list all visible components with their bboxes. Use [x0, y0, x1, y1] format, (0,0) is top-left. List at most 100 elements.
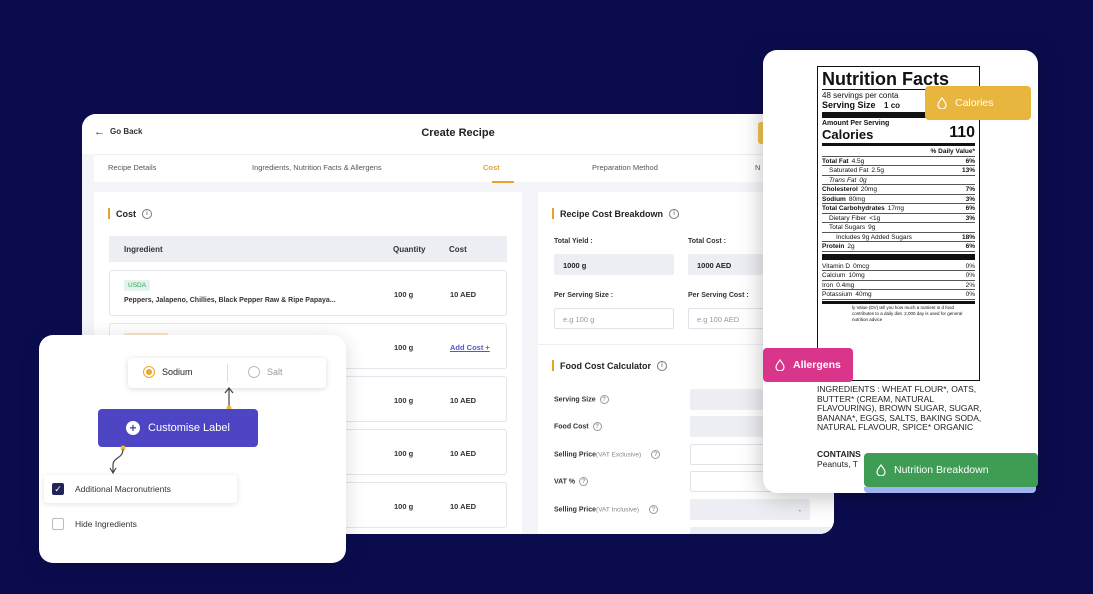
nutrient-row: Sodium 80mg 3%	[822, 195, 975, 204]
info-icon[interactable]: i	[657, 360, 668, 371]
total-yield-field[interactable]: 1000 g	[554, 254, 674, 275]
sodium-radio[interactable]: Sodium	[143, 366, 193, 378]
tab-recipe-details[interactable]: Recipe Details	[108, 163, 157, 172]
add-cost-link[interactable]: Add Cost +	[450, 343, 490, 352]
nutrient-label: Total Sugars	[829, 224, 866, 231]
go-back-link[interactable]: ← Go Back	[94, 125, 143, 138]
nutrient-amount: 2.5g	[871, 167, 885, 174]
vitamin-rows: Vitamin D 0mcg 0% Calcium 10mg 0% Iron 0.4mg 2% P…	[822, 262, 975, 300]
section-divider	[538, 344, 834, 345]
nutrient-label: Sodium	[822, 195, 846, 203]
recipe-tabs: Recipe Details Ingredients, Nutrition Fa…	[94, 154, 834, 183]
total-cost-label: Total Cost :	[688, 238, 726, 245]
vitamin-amount: 0mcg	[853, 262, 869, 270]
accent-strip	[864, 487, 1036, 493]
column-quantity: Quantity	[393, 245, 426, 254]
nutrition-breakdown-pill[interactable]: Nutrition Breakdown	[864, 453, 1038, 487]
cost-value: 10 AED	[450, 502, 476, 511]
checkmark-icon: ✓	[52, 483, 64, 495]
table-row: USDA Peppers, Jalapeno, Chillies, Black …	[109, 270, 507, 316]
radio-selected-icon	[143, 366, 155, 378]
amount-per-serving: Amount Per Serving	[822, 120, 890, 127]
vitamin-label: Potassium	[822, 291, 853, 298]
selling-price-inclusive-field[interactable]: -	[690, 499, 810, 520]
nutrient-label: Cholesterol	[822, 186, 858, 193]
nutrient-amount: 17mg	[887, 205, 904, 212]
daily-value-header: % Daily Value*	[822, 147, 975, 157]
vitamin-amount: 40mg	[855, 291, 872, 298]
nutrient-row: Total Sugars 9g	[822, 223, 975, 233]
column-cost: Cost	[449, 245, 467, 254]
nutrient-row: Includes 9g Added Sugars 18%	[822, 233, 975, 242]
total-yield-label: Total Yield :	[554, 238, 593, 245]
nutrient-label: Total Carbohydrates	[822, 205, 885, 212]
nutrient-row: Trans Fat 0g	[822, 176, 975, 185]
calculator-section-title: Food Cost Calculator i	[552, 360, 668, 371]
connector-up-icon	[224, 387, 234, 411]
section-accent-bar	[552, 360, 554, 371]
calories-pill[interactable]: Calories	[925, 86, 1031, 120]
info-icon[interactable]: i	[142, 208, 152, 219]
nutrient-label: Total Fat	[822, 157, 849, 165]
nutrition-facts-title: Nutrition Facts	[822, 69, 950, 89]
radio-unselected-icon	[248, 366, 260, 378]
vitamin-label: Calcium	[822, 272, 846, 279]
servings-per-container: 48 servings per conta	[822, 91, 899, 100]
nutrient-row: Total Fat 4.5g 6%	[822, 157, 975, 166]
nutrient-amount: 9g	[868, 224, 876, 231]
arrow-left-icon: ←	[94, 125, 105, 138]
quantity-value: 100 g	[394, 290, 414, 299]
nutrient-daily-value: 7%	[965, 186, 975, 193]
additional-macros-checkbox[interactable]: ✓ Additional Macronutrients	[52, 483, 171, 495]
contains-text: CONTAINS Peanuts, T	[817, 449, 861, 469]
nutrition-label: Nutrition Facts 48 servings per conta Se…	[817, 66, 980, 381]
quantity-value: 100 g	[394, 502, 414, 511]
nutrient-label: Protein	[822, 243, 845, 250]
vat-label: VAT %?	[554, 477, 589, 486]
tab-ingredients[interactable]: Ingredients, Nutrition Facts & Allergens	[252, 163, 382, 172]
help-icon[interactable]: ?	[649, 505, 659, 514]
vitamin-daily-value: 0%	[965, 262, 975, 270]
drop-icon	[876, 464, 886, 476]
per-serving-size-label: Per Serving Size :	[554, 292, 614, 299]
nutrient-daily-value: 3%	[965, 195, 975, 203]
checkbox-empty-icon	[52, 518, 64, 530]
calories-row: Calories 110	[822, 124, 975, 142]
help-icon[interactable]: ?	[579, 477, 589, 486]
per-serving-size-input[interactable]: e.g 100 g	[554, 308, 674, 329]
toggle-divider	[227, 364, 228, 382]
info-icon[interactable]: i	[669, 208, 680, 219]
nutrient-daily-value: 6%	[965, 205, 975, 212]
tab-cost[interactable]: Cost	[483, 163, 500, 172]
vitamin-daily-value: 2%	[965, 281, 975, 289]
nutrient-row: Saturated Fat 2.5g 13%	[822, 166, 975, 176]
vitamin-label: Iron	[822, 281, 834, 289]
hide-ingredients-checkbox[interactable]: Hide Ingredients	[52, 518, 137, 530]
breakdown-section-title: Recipe Cost Breakdown i	[552, 208, 680, 219]
tab-preparation[interactable]: Preparation Method	[592, 163, 658, 172]
cost-value: 10 AED	[450, 396, 476, 405]
allergens-pill[interactable]: Allergens	[763, 348, 853, 382]
salt-radio[interactable]: Salt	[248, 366, 283, 378]
column-ingredient: Ingredient	[124, 245, 163, 254]
tab-next[interactable]: N	[755, 163, 761, 172]
customise-label-button[interactable]: + Customise Label	[98, 409, 258, 447]
help-icon[interactable]: ?	[651, 450, 661, 459]
quantity-value: 100 g	[394, 343, 414, 352]
nutrient-rows: Total Fat 4.5g 6% Saturated Fat 2.5g 13% Trans…	[822, 157, 975, 252]
vitamin-amount: 0.4mg	[836, 281, 855, 289]
food-cost-label: Food Cost?	[554, 422, 602, 431]
vitamin-daily-value: 0%	[965, 272, 975, 279]
serving-size-row: Serving Size 1 co	[822, 100, 901, 110]
help-icon[interactable]: ?	[599, 395, 609, 404]
additional-macros-card	[44, 475, 237, 503]
active-tab-indicator	[492, 181, 514, 183]
next-field[interactable]	[690, 527, 834, 534]
drop-icon	[775, 359, 785, 371]
help-icon[interactable]: ?	[592, 422, 602, 431]
nutrient-amount: 4.5g	[851, 157, 865, 165]
daily-value-footnote: ly Value (DV) tell you how much a nutrie…	[852, 304, 963, 322]
selling-price-exclusive-label: Selling Price(VAT Exclusive)?	[554, 450, 661, 459]
quantity-value: 100 g	[394, 449, 414, 458]
cost-value: 10 AED	[450, 449, 476, 458]
